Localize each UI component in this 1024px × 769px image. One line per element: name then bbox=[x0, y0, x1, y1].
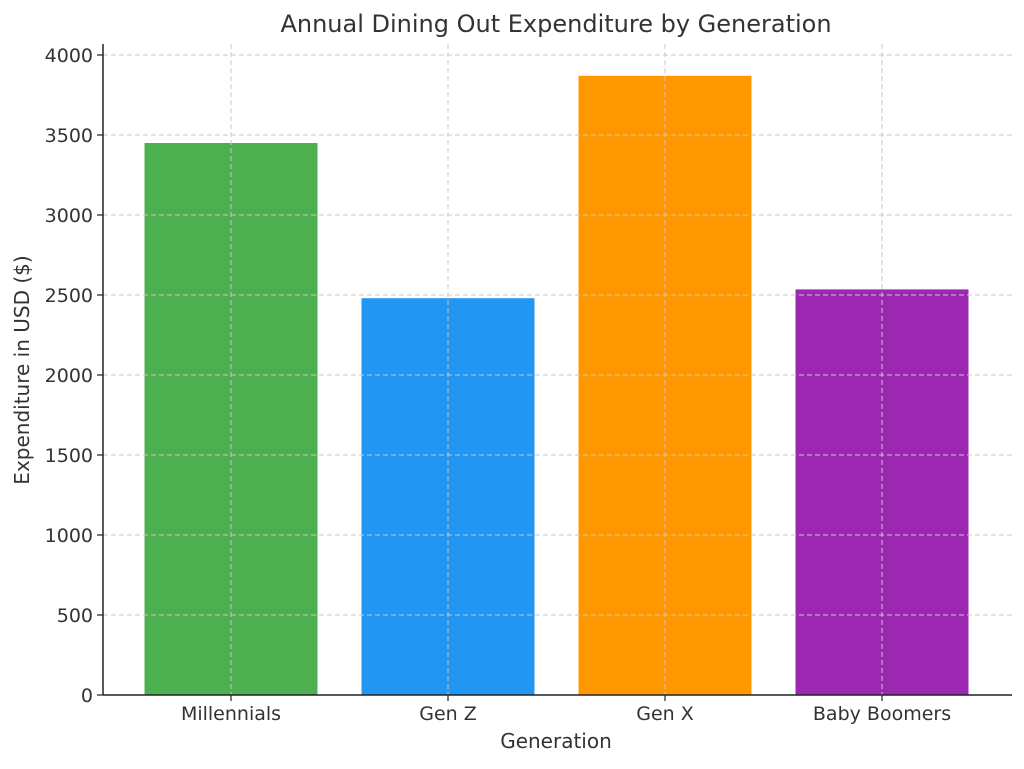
y-tick-label: 4000 bbox=[45, 45, 93, 67]
x-tick-label: Gen X bbox=[636, 703, 694, 725]
x-tick-label: Baby Boomers bbox=[813, 703, 951, 725]
chart-title: Annual Dining Out Expenditure by Generat… bbox=[280, 10, 831, 38]
y-tick-label: 3000 bbox=[45, 205, 93, 227]
y-tick-label: 1500 bbox=[45, 445, 93, 467]
y-tick-label: 1000 bbox=[45, 525, 93, 547]
x-tick-label: Millennials bbox=[181, 703, 281, 725]
bar-millennials bbox=[144, 143, 318, 695]
bars-layer bbox=[103, 44, 1012, 696]
axes-layer bbox=[102, 44, 1012, 696]
ticks-layer: 0 500 1000 1500 2000 2500 3000 3500 4000 Millenni… bbox=[45, 45, 951, 725]
y-tick-label: 2500 bbox=[45, 285, 93, 307]
y-tick-label: 2000 bbox=[45, 365, 93, 387]
x-tick-label: Gen Z bbox=[419, 703, 477, 725]
x-axis-label: Generation bbox=[500, 729, 612, 753]
y-tick-label: 3500 bbox=[45, 125, 93, 147]
y-axis-label: Expenditure in USD ($) bbox=[10, 255, 34, 484]
y-tick-label: 500 bbox=[57, 605, 93, 627]
y-tick-label: 0 bbox=[81, 685, 93, 707]
